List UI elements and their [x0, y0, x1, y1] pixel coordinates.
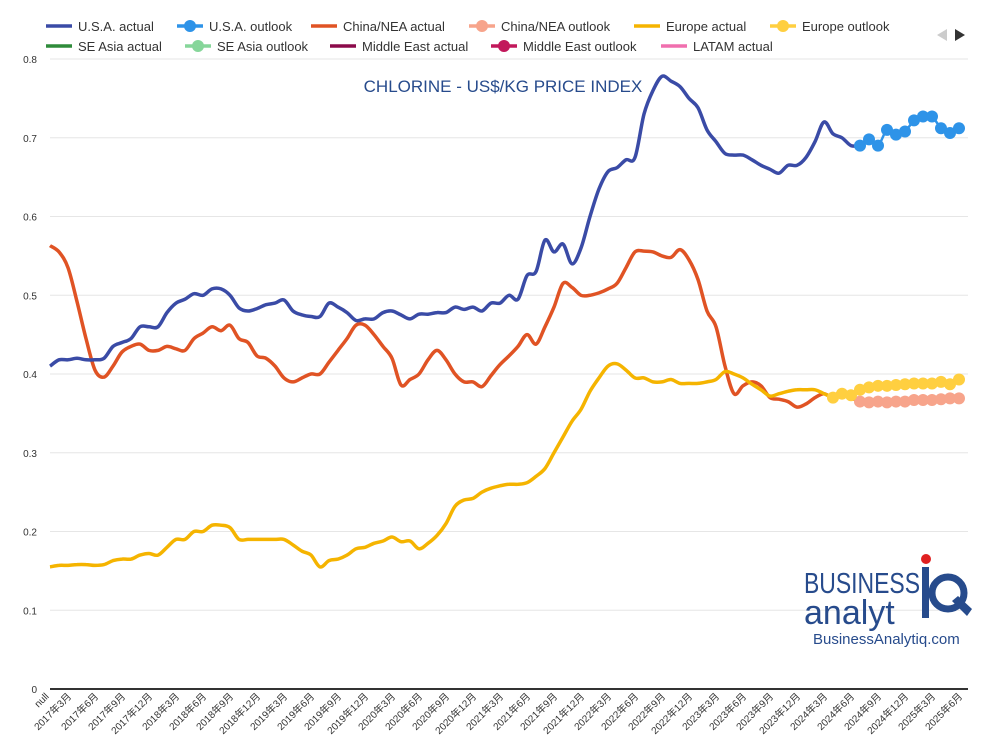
logo-business-text: BUSINESS	[804, 568, 920, 600]
logo-url-text: BusinessAnalytiq.com	[813, 631, 960, 648]
legend-label: SE Asia actual	[78, 39, 162, 54]
legend-label: Europe outlook	[802, 19, 890, 34]
logo-analyt-text: analyt	[804, 594, 895, 632]
y-tick-label: 0.5	[23, 291, 37, 302]
y-tick-label: 0.4	[23, 370, 37, 381]
data-point-china-nea-outlook[interactable]	[926, 393, 938, 406]
data-point-china-nea-outlook[interactable]	[863, 396, 875, 409]
series-china-nea-outlook	[854, 392, 965, 409]
data-point-china-nea-outlook[interactable]	[854, 395, 866, 408]
data-point-u-s-a-outlook[interactable]	[935, 122, 947, 135]
y-tick-label: 0.6	[23, 213, 37, 224]
x-axis: null2017年3月2017年6月2017年9月2017年12月2018年3月…	[31, 690, 965, 737]
legend-swatch-marker	[192, 40, 204, 52]
y-tick-label: 0.1	[23, 606, 37, 617]
legend-nav[interactable]	[937, 29, 965, 41]
left-triangle-icon[interactable]	[937, 29, 947, 41]
data-point-u-s-a-outlook[interactable]	[872, 139, 884, 152]
data-point-china-nea-outlook[interactable]	[908, 393, 920, 406]
legend-item-u-s-a-actual[interactable]: U.S.A. actual	[46, 19, 154, 34]
y-tick-label: 0	[31, 685, 37, 696]
data-point-u-s-a-outlook[interactable]	[917, 110, 929, 123]
legend-label: U.S.A. actual	[78, 19, 154, 34]
data-point-europe-outlook[interactable]	[917, 377, 929, 390]
series-line-china-nea-actual	[48, 244, 861, 409]
legend-item-china-nea-actual[interactable]: China/NEA actual	[311, 19, 445, 34]
data-point-u-s-a-outlook[interactable]	[953, 122, 965, 135]
data-point-china-nea-outlook[interactable]	[881, 396, 893, 409]
legend-label: SE Asia outlook	[217, 39, 309, 54]
legend-label: Europe actual	[666, 19, 746, 34]
data-point-u-s-a-outlook[interactable]	[890, 128, 902, 141]
chart-title: CHLORINE - US$/KG PRICE INDEX	[364, 77, 643, 96]
legend-swatch-marker	[498, 40, 510, 52]
data-point-china-nea-outlook[interactable]	[935, 393, 947, 406]
legend-item-se-asia-outlook[interactable]: SE Asia outlook	[185, 39, 309, 54]
data-point-u-s-a-outlook[interactable]	[863, 133, 875, 146]
data-point-europe-outlook[interactable]	[845, 389, 857, 402]
legend-label: U.S.A. outlook	[209, 19, 293, 34]
legend-item-latam-actual[interactable]: LATAM actual	[661, 39, 773, 54]
y-tick-label: 0.7	[23, 134, 37, 145]
series-u-s-a-actual	[48, 74, 861, 368]
data-point-china-nea-outlook[interactable]	[872, 395, 884, 408]
legend-label: Middle East actual	[362, 39, 468, 54]
legend-item-europe-outlook[interactable]: Europe outlook	[770, 19, 890, 34]
right-triangle-icon[interactable]	[955, 29, 965, 41]
data-point-europe-outlook[interactable]	[944, 378, 956, 391]
series-line-europe-actual	[49, 361, 834, 569]
data-point-u-s-a-outlook[interactable]	[908, 114, 920, 127]
legend-item-u-s-a-outlook[interactable]: U.S.A. outlook	[177, 19, 293, 34]
data-point-europe-outlook[interactable]	[881, 379, 893, 392]
legend-label: China/NEA actual	[343, 19, 445, 34]
y-axis: 0 0.1 0.2 0.3 0.4 0.5 0.6 0.7 0.8	[23, 55, 37, 696]
series-china-nea-actual	[48, 244, 861, 409]
legend-swatch-marker	[184, 20, 196, 32]
y-tick-label: 0.2	[23, 528, 37, 539]
legend[interactable]: U.S.A. actual U.S.A. outlook China/NEA act…	[46, 19, 890, 54]
data-point-u-s-a-outlook[interactable]	[944, 127, 956, 140]
data-point-u-s-a-outlook[interactable]	[926, 110, 938, 123]
series-u-s-a-outlook	[854, 110, 965, 152]
legend-label: Middle East outlook	[523, 39, 637, 54]
business-analytiq-logo: BUSINESS analyt BusinessAnalytiq.com	[804, 554, 972, 648]
legend-item-europe-actual[interactable]: Europe actual	[634, 19, 746, 34]
data-point-europe-outlook[interactable]	[953, 373, 965, 386]
data-point-europe-outlook[interactable]	[827, 391, 839, 404]
data-point-china-nea-outlook[interactable]	[917, 393, 929, 406]
data-point-u-s-a-outlook[interactable]	[854, 139, 866, 152]
legend-label: China/NEA outlook	[501, 19, 611, 34]
data-point-europe-outlook[interactable]	[926, 377, 938, 390]
data-point-europe-outlook[interactable]	[854, 383, 866, 396]
data-point-china-nea-outlook[interactable]	[953, 392, 965, 405]
data-point-china-nea-outlook[interactable]	[944, 392, 956, 405]
series-europe-actual	[49, 361, 834, 569]
data-point-china-nea-outlook[interactable]	[899, 395, 911, 408]
data-point-europe-outlook[interactable]	[836, 387, 848, 400]
data-point-u-s-a-outlook[interactable]	[881, 123, 893, 136]
legend-label: LATAM actual	[693, 39, 773, 54]
data-point-europe-outlook[interactable]	[899, 378, 911, 391]
series-lines	[48, 74, 965, 569]
data-point-europe-outlook[interactable]	[872, 379, 884, 392]
data-point-china-nea-outlook[interactable]	[890, 395, 902, 408]
data-point-europe-outlook[interactable]	[908, 377, 920, 390]
legend-swatch-marker	[476, 20, 488, 32]
data-point-europe-outlook[interactable]	[890, 379, 902, 392]
data-point-u-s-a-outlook[interactable]	[899, 125, 911, 138]
series-europe-outlook	[827, 373, 965, 404]
legend-item-middle-east-outlook[interactable]: Middle East outlook	[491, 39, 637, 54]
data-point-europe-outlook[interactable]	[863, 381, 875, 394]
legend-item-china-nea-outlook[interactable]: China/NEA outlook	[469, 19, 611, 34]
y-tick-label: 0.8	[23, 55, 37, 66]
y-tick-label: 0.3	[23, 449, 37, 460]
legend-item-se-asia-actual[interactable]: SE Asia actual	[46, 39, 162, 54]
series-line-u-s-a-actual	[48, 74, 861, 368]
logo-iq-mark	[921, 554, 972, 618]
legend-swatch-marker	[777, 20, 789, 32]
legend-item-middle-east-actual[interactable]: Middle East actual	[330, 39, 468, 54]
data-point-europe-outlook[interactable]	[935, 375, 947, 388]
